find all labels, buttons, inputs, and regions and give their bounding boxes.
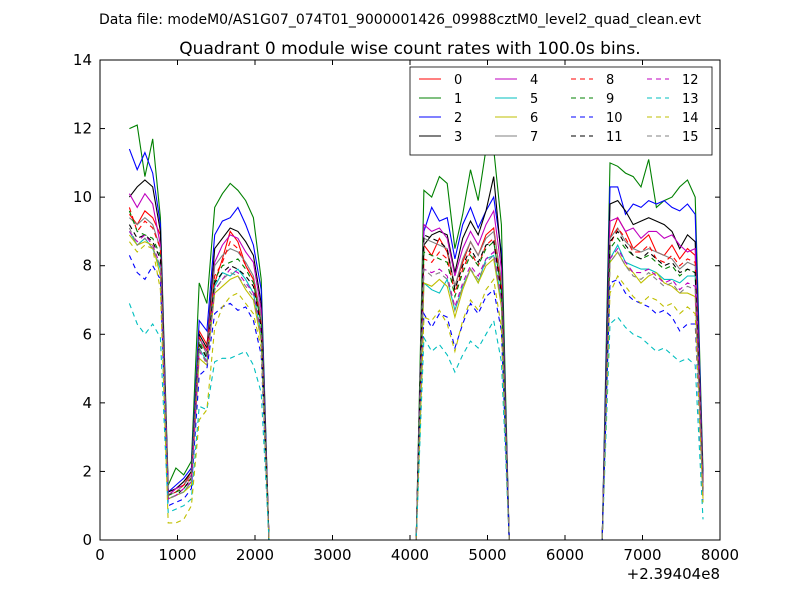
legend-label-4: 4	[530, 73, 538, 88]
x-tick-label: 2000	[236, 546, 274, 564]
x-tick-label: 5000	[468, 546, 506, 564]
series-line-9	[128, 210, 704, 540]
legend-label-6: 6	[530, 111, 538, 126]
legend-label-8: 8	[606, 73, 614, 88]
series-layer	[128, 124, 704, 540]
legend-label-2: 2	[454, 111, 462, 126]
x-tick-label: 1000	[158, 546, 196, 564]
legend-label-0: 0	[454, 73, 462, 88]
x-tick-label: 7000	[623, 546, 661, 564]
series-line-7	[129, 216, 704, 540]
series-line-3	[128, 176, 704, 540]
x-tick-label: 8000	[701, 546, 739, 564]
series-line-1	[129, 124, 704, 540]
y-tick-label: 4	[82, 394, 92, 412]
x-tick-label: 4000	[391, 546, 429, 564]
x-tick-label: 6000	[546, 546, 584, 564]
legend-label-13: 13	[682, 92, 699, 107]
legend-label-12: 12	[682, 73, 699, 88]
legend-label-1: 1	[454, 92, 462, 107]
x-tick-label: 3000	[313, 546, 351, 564]
y-tick-label: 0	[82, 531, 92, 549]
y-tick-label: 14	[73, 51, 92, 69]
y-tick-label: 10	[73, 188, 92, 206]
series-line-8	[128, 207, 704, 540]
legend-label-15: 15	[682, 130, 699, 145]
legend-label-7: 7	[530, 130, 538, 145]
data-file-header: Data file: modeM0/AS1G07_074T01_90000014…	[99, 12, 701, 28]
legend-label-5: 5	[530, 92, 538, 107]
chart-title: Quadrant 0 module wise count rates with …	[179, 39, 640, 59]
axis-layer: 0 1000 2000 3000 4000 5000 6000 7000 80000246810…	[73, 51, 739, 564]
x-offset-label: +2.39404e8	[627, 565, 720, 583]
y-tick-label: 6	[82, 325, 92, 343]
legend-label-10: 10	[606, 111, 623, 126]
series-line-10	[128, 255, 704, 540]
series-line-15	[128, 227, 704, 540]
y-tick-label: 2	[82, 462, 92, 480]
series-line-12	[128, 231, 704, 540]
legend-label-3: 3	[454, 130, 462, 145]
legend-label-14: 14	[682, 111, 699, 126]
legend-box	[409, 66, 713, 156]
legend-label-9: 9	[606, 92, 614, 107]
y-tick-label: 8	[82, 257, 92, 275]
x-tick-label: 0	[95, 546, 105, 564]
series-line-6	[128, 234, 704, 540]
series-line-13	[128, 303, 704, 540]
legend-label-11: 11	[606, 130, 623, 145]
series-line-2	[128, 148, 704, 540]
series-line-14	[128, 241, 704, 540]
series-line-11	[128, 224, 704, 540]
y-tick-label: 12	[73, 120, 92, 138]
